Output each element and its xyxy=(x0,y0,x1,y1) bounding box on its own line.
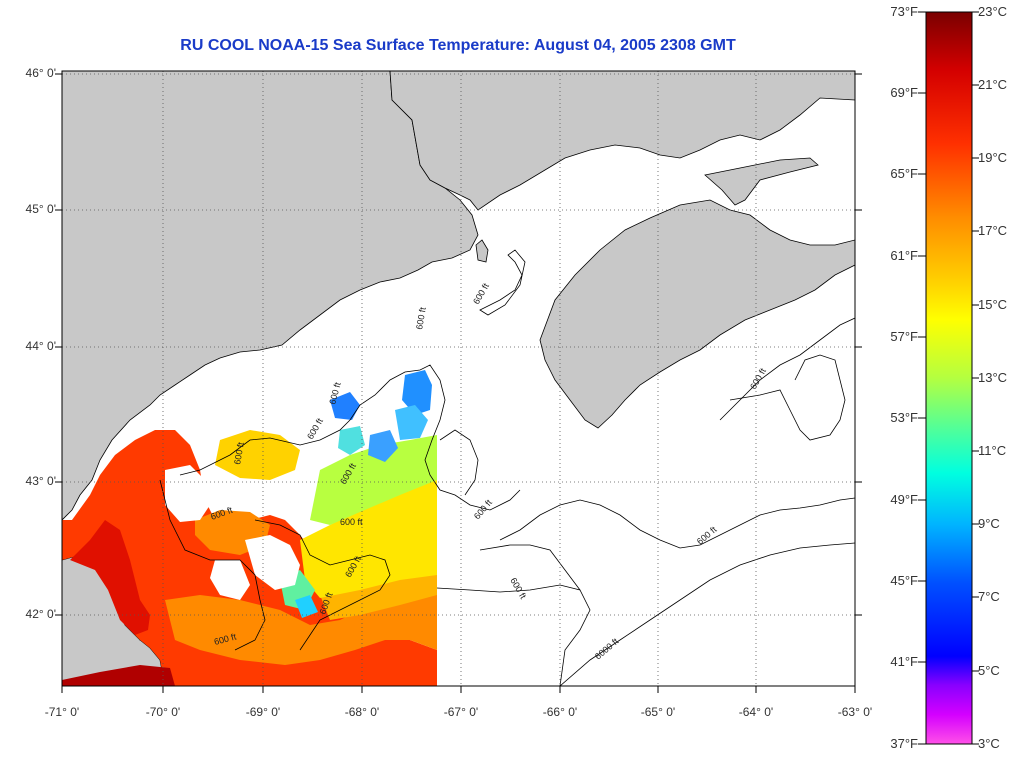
colorbar-label-f: 37°F xyxy=(890,736,918,751)
lon-label: -65° 0' xyxy=(640,705,676,719)
graticule xyxy=(62,71,855,686)
colorbar-label-c: 19°C xyxy=(978,150,1008,165)
lat-label: 46° 0' xyxy=(25,66,56,80)
colorbar-label-f: 65°F xyxy=(890,166,918,181)
colorbar-label-f: 69°F xyxy=(890,85,918,100)
colorbar-label-f: 57°F xyxy=(890,329,918,344)
lon-label: -64° 0' xyxy=(738,705,774,719)
lon-label: -68° 0' xyxy=(344,705,380,719)
map-title: RU COOL NOAA-15 Sea Surface Temperature:… xyxy=(180,37,736,54)
contour-label: 600 ft xyxy=(232,441,246,465)
lat-label: 42° 0' xyxy=(25,607,56,621)
bathymetry-contours xyxy=(159,249,855,686)
lon-label: -66° 0' xyxy=(542,705,578,719)
colorbar-label-f: 53°F xyxy=(890,410,918,425)
lon-label: -63° 0' xyxy=(837,705,873,719)
lon-label: -70° 0' xyxy=(145,705,181,719)
colorbar-label-c: 21°C xyxy=(978,77,1008,92)
colorbar-label-c: 23°C xyxy=(978,4,1008,19)
colorbar-gradient xyxy=(925,11,973,745)
contour-label: 600 ft xyxy=(340,517,363,527)
colorbar-label-f: 45°F xyxy=(890,573,918,588)
land-pei xyxy=(704,157,819,206)
colorbar-label-f: 61°F xyxy=(890,248,918,263)
lon-label: -67° 0' xyxy=(443,705,479,719)
land-new-brunswick xyxy=(389,71,855,211)
sst-data-layer xyxy=(62,370,437,686)
lat-label: 44° 0' xyxy=(25,339,56,353)
land-grand-manan xyxy=(475,239,489,263)
lat-label: 45° 0' xyxy=(25,202,56,216)
colorbar-label-f: 73°F xyxy=(890,4,918,19)
colorbar-label-c: 9°C xyxy=(978,516,1000,531)
colorbar-label-f: 49°F xyxy=(890,492,918,507)
lat-label: 43° 0' xyxy=(25,474,56,488)
colorbar-label-c: 13°C xyxy=(978,370,1008,385)
colorbar-label-c: 5°C xyxy=(978,663,1000,678)
colorbar-label-c: 15°C xyxy=(978,297,1008,312)
contour-label: 600 ft xyxy=(414,306,428,330)
lon-label: -69° 0' xyxy=(245,705,281,719)
colorbar-label-c: 7°C xyxy=(978,589,1000,604)
colorbar-label-f: 41°F xyxy=(890,654,918,669)
lon-label: -71° 0' xyxy=(44,705,80,719)
land-nova-scotia xyxy=(539,199,855,429)
colorbar-label-c: 11°C xyxy=(978,443,1007,458)
colorbar-label-c: 17°C xyxy=(978,223,1008,238)
colorbar-label-c: 3°C xyxy=(978,736,1000,751)
